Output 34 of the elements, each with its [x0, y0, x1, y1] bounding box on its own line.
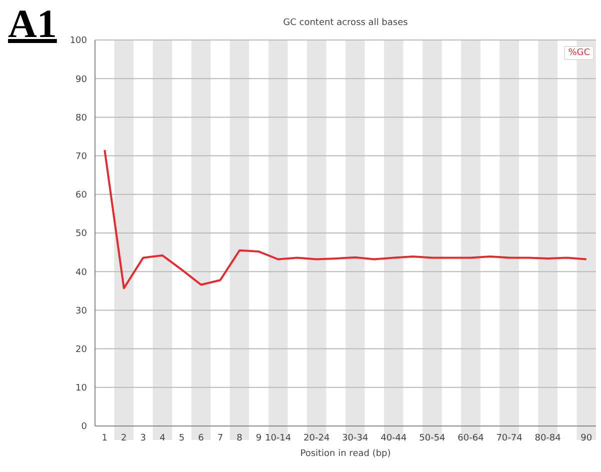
x-tick-label: 10-14: [264, 433, 292, 444]
y-tick-label: 40: [76, 268, 88, 278]
x-tick-label: 3: [140, 433, 146, 444]
x-tick-label: 2: [121, 433, 127, 444]
text: A1: [8, 1, 57, 46]
x-tick-label: 4: [160, 433, 166, 444]
x-tick-label: 7: [217, 433, 224, 444]
x-tick-label: 40-44: [380, 433, 408, 444]
y-tick-label: 90: [76, 74, 88, 85]
x-tick-label: 6: [198, 433, 204, 444]
chart-title: GC content across all bases: [282, 18, 409, 28]
x-tick-label: 9: [256, 433, 262, 444]
y-tick-label: 60: [76, 190, 88, 201]
y-tick-label: 10: [76, 384, 88, 394]
y-tick-label: 70: [76, 152, 88, 162]
y-tick-label: 20: [76, 344, 88, 355]
line-series: [104, 149, 588, 290]
y-tick-label: 100: [70, 36, 88, 46]
x-axis-title: Position in read (bp): [300, 449, 391, 459]
x-tick-label: 8: [236, 433, 243, 444]
x-tick-label: 90: [580, 433, 592, 444]
x-tick-label: 5: [178, 433, 185, 444]
text: %GC: [568, 48, 590, 58]
y-tick-label: 30: [76, 306, 88, 316]
y-tick-label: 50: [76, 229, 88, 240]
x-tick-label: 60-64: [458, 433, 484, 444]
x-tick-label: 50-54: [419, 433, 446, 444]
y-tick-label: 0: [81, 422, 88, 432]
x-tick-label: 80-84: [534, 433, 562, 444]
x-tick-label: 20-24: [304, 433, 330, 444]
x-tick-label: 30-34: [342, 433, 368, 444]
x-tick-label: 70-74: [496, 433, 523, 444]
x-tick-label: 1: [102, 433, 108, 444]
y-tick-label: 80: [76, 113, 88, 124]
